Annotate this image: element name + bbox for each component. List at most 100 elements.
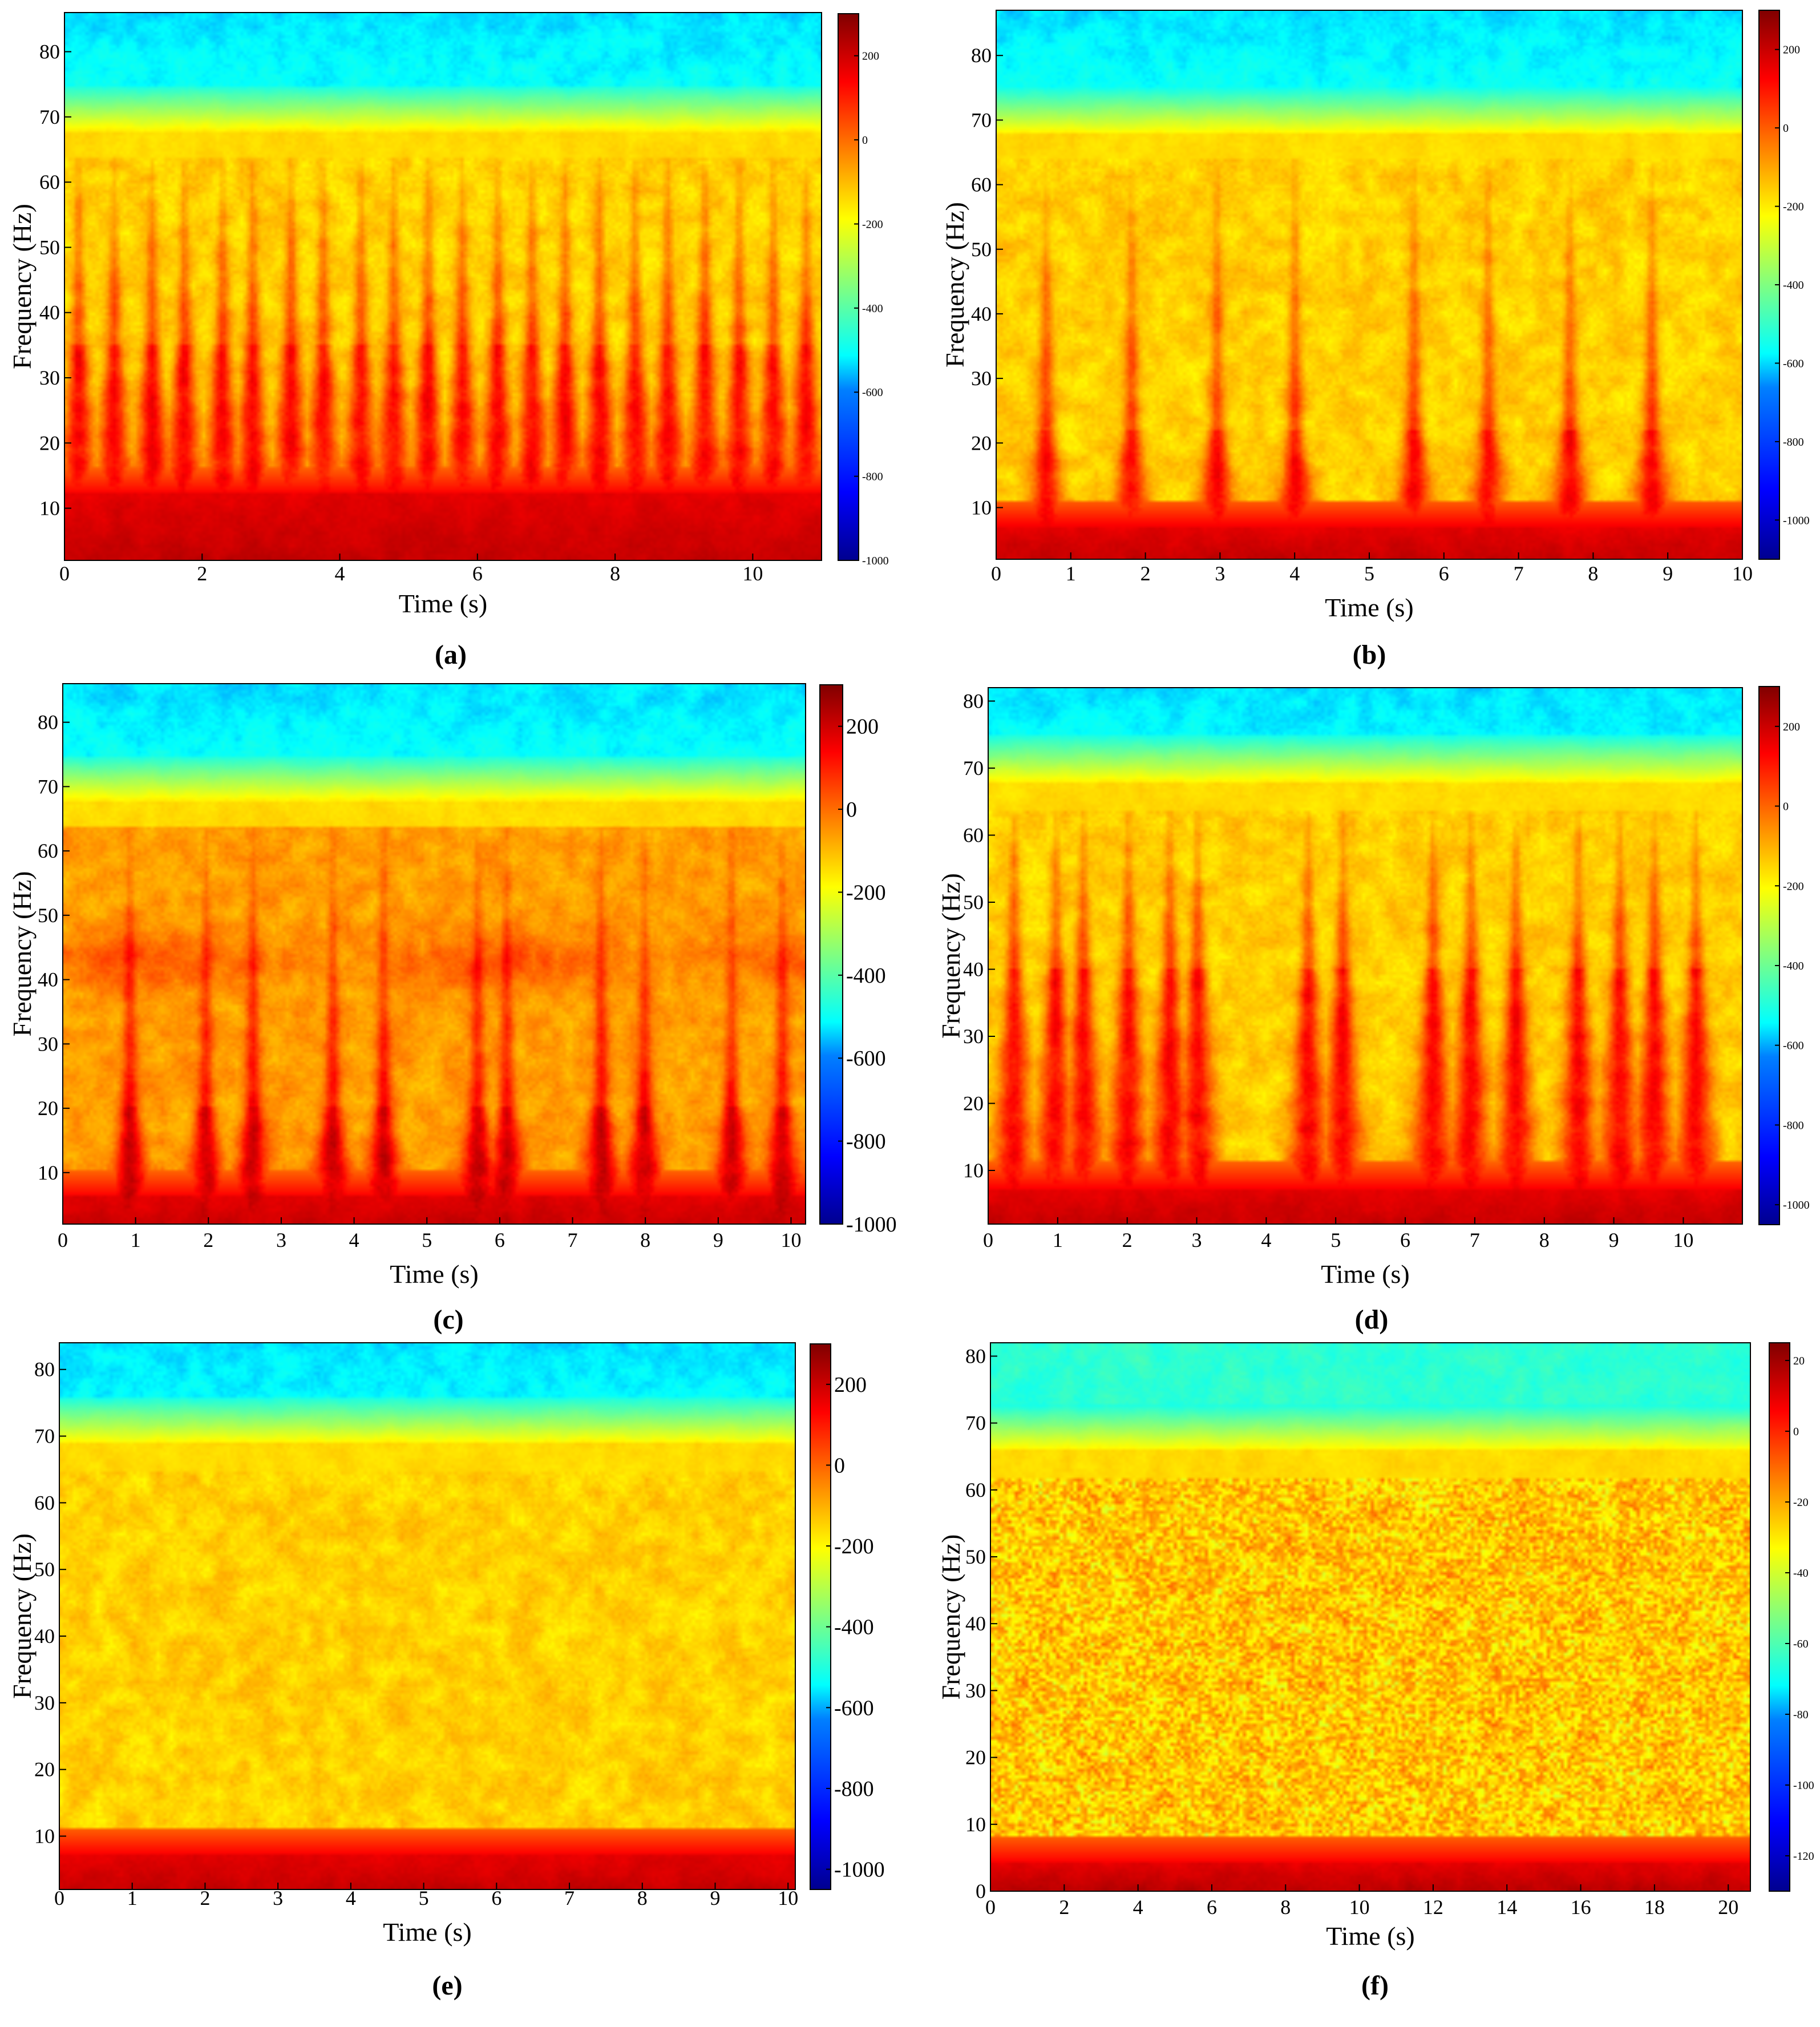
y-tick-label: 40 (971, 302, 992, 325)
y-axis-label: Frequency (Hz) (940, 202, 969, 368)
x-tick-label: 3 (276, 1229, 286, 1251)
colorbar-tick-label: -400 (834, 1616, 874, 1640)
colorbar-tick-label: -120 (1793, 1850, 1814, 1863)
y-tick-label: 10 (965, 1813, 986, 1836)
x-tick-label: 0 (59, 562, 70, 585)
y-tick-label: 40 (34, 1625, 55, 1648)
colorbar-tick-label: -200 (862, 218, 883, 231)
y-tick-label: 20 (965, 1746, 986, 1769)
y-tick-label: 50 (39, 236, 60, 259)
panel-label: (f) (1361, 1971, 1389, 2001)
y-axis-label: Frequency (Hz) (7, 1533, 37, 1699)
colorbar-tick-label: 200 (1783, 721, 1800, 733)
colorbar-tick-label: 0 (862, 134, 868, 147)
y-tick-label: 70 (971, 108, 992, 131)
colorbar-tick-label: 200 (862, 50, 879, 63)
spectrogram-panel: 0 1 2 3 4 5 6 7 8 9 10 10 20 30 40 50 60 70 80 Time (s) Freq… (7, 683, 897, 1335)
y-tick-label: 60 (39, 171, 60, 193)
colorbar-tick-label: -800 (1783, 1119, 1804, 1132)
x-axis-label: Time (s) (383, 1917, 472, 1947)
y-tick-label: 40 (39, 301, 60, 324)
x-axis-label: Time (s) (1321, 1259, 1410, 1289)
spectrogram-panel: 0 1 2 3 4 5 6 7 8 9 10 10 20 30 40 50 60 70 80 Time (s) Freq… (940, 10, 1810, 670)
x-tick-label: 2 (1122, 1229, 1133, 1251)
y-tick-label: 30 (38, 1032, 58, 1055)
y-tick-label: 60 (965, 1479, 986, 1501)
x-tick-label: 9 (1609, 1229, 1619, 1251)
y-tick-label: 60 (38, 839, 58, 862)
colorbar-tick-label: -800 (862, 471, 883, 483)
colorbar-tick-label: -200 (1783, 201, 1804, 213)
colorbar-tick-label: -100 (1793, 1779, 1814, 1792)
y-tick-label: 60 (971, 173, 992, 196)
plot-frame (990, 1342, 1751, 1892)
x-tick-label: 9 (710, 1887, 721, 1909)
y-tick-label: 50 (38, 904, 58, 927)
x-tick-label: 1 (1053, 1229, 1063, 1251)
y-tick-label: 70 (38, 775, 58, 798)
colorbar-tick-label: -1000 (846, 1213, 897, 1237)
x-tick-label: 6 (1400, 1229, 1410, 1251)
colorbar-tick-label: -1000 (862, 555, 889, 567)
y-tick-label: 10 (39, 497, 60, 520)
colorbar-tick-label: 0 (1793, 1426, 1799, 1438)
colorbar-frame (1758, 686, 1780, 1225)
colorbar-tick-label: -600 (1783, 1040, 1804, 1052)
x-tick-label: 2 (200, 1887, 210, 1909)
x-tick-label: 9 (1663, 562, 1673, 585)
x-tick-label: 7 (1470, 1229, 1480, 1251)
panel-label: (c) (433, 1305, 463, 1335)
colorbar-tick-label: 200 (1783, 44, 1800, 56)
x-tick-label: 7 (568, 1229, 578, 1251)
plot-frame (64, 12, 822, 561)
y-tick-label: 30 (963, 1025, 984, 1048)
y-tick-label: 60 (34, 1491, 55, 1514)
x-tick-label: 8 (1539, 1229, 1550, 1251)
x-tick-label: 0 (985, 1896, 996, 1919)
x-tick-label: 0 (983, 1229, 993, 1251)
spectrogram-panel: 0 1 2 3 4 5 6 7 8 9 10 10 20 30 40 50 60 70 80 Time (s) Freq… (7, 1342, 885, 2001)
y-tick-label: 80 (971, 44, 992, 67)
x-tick-label: 6 (1439, 562, 1449, 585)
y-tick-label: 10 (34, 1825, 55, 1848)
y-tick-label: 60 (963, 824, 984, 847)
spectrogram-heatmap (63, 684, 806, 1224)
y-tick-label: 20 (971, 431, 992, 454)
x-tick-label: 6 (491, 1887, 501, 1909)
y-axis-label: Frequency (Hz) (936, 1535, 965, 1700)
spectrogram-panel: 0 2 4 6 8 10 10 20 30 40 50 60 70 80 Time (s) Frequency… (7, 12, 889, 670)
colorbar-tick-label: -80 (1793, 1709, 1809, 1721)
colorbar-frame (819, 684, 843, 1225)
y-tick-label: 10 (971, 496, 992, 519)
y-tick-label: 80 (34, 1358, 55, 1381)
x-tick-label: 2 (1140, 562, 1151, 585)
colorbar-tick-label: -600 (862, 386, 883, 399)
x-tick-label: 3 (273, 1887, 283, 1909)
y-tick-label: 70 (34, 1425, 55, 1448)
y-tick-label: 50 (971, 238, 992, 261)
y-tick-label: 20 (38, 1097, 58, 1120)
x-tick-label: 6 (472, 562, 483, 585)
colorbar-tick-label: -40 (1793, 1567, 1809, 1580)
y-tick-label: 40 (963, 958, 984, 981)
spectrogram-panel: 0 2 4 6 8 10 12 14 16 18 20 0 10 20 30 40 50 60 70 80 Time (… (936, 1342, 1814, 2001)
colorbar-tick-label: -800 (846, 1130, 886, 1154)
colorbar-tick-label: -800 (1783, 436, 1804, 449)
colorbar-tick-label: 200 (834, 1373, 867, 1397)
y-tick-label: 30 (971, 367, 992, 390)
colorbar-frame (810, 1343, 831, 1890)
x-tick-label: 3 (1192, 1229, 1202, 1251)
colorbar-tick-label: -200 (1783, 880, 1804, 893)
x-tick-label: 8 (1588, 562, 1598, 585)
colorbar (838, 14, 859, 560)
x-tick-label: 4 (1133, 1896, 1143, 1919)
x-axis-label: Time (s) (399, 589, 488, 618)
x-tick-label: 2 (1059, 1896, 1069, 1919)
colorbar (1759, 687, 1779, 1225)
x-tick-label: 5 (422, 1229, 432, 1251)
x-tick-label: 7 (1514, 562, 1524, 585)
colorbar-tick-label: 0 (846, 798, 857, 822)
colorbar-frame (838, 13, 859, 561)
x-tick-label: 5 (1330, 1229, 1341, 1251)
colorbar (810, 1344, 831, 1889)
